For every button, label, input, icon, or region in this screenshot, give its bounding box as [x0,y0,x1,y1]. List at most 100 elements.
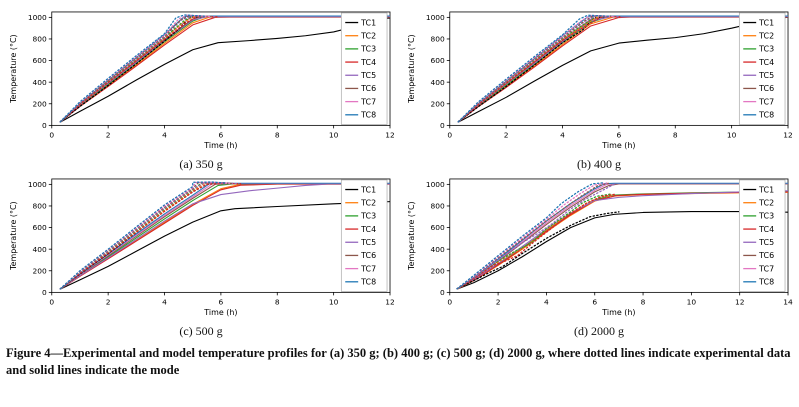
series-experimental-TC7 [457,14,614,123]
svg-text:6: 6 [219,130,224,139]
series-TC8 [457,15,789,123]
subplot-d-caption: (d) 2000 g [574,324,624,339]
series-TC5 [59,16,391,123]
series-TC1 [457,16,789,123]
svg-text:10: 10 [727,130,737,139]
svg-text:0: 0 [447,130,452,139]
series-TC4 [59,16,391,123]
legend-label-TC6: TC6 [758,84,774,93]
svg-text:200: 200 [431,267,445,276]
svg-text:12: 12 [735,298,744,307]
legend-item-TC4: TC4 [743,58,774,67]
svg-text:1000: 1000 [426,180,445,189]
model-series [59,15,391,123]
svg-text:0: 0 [440,121,445,130]
svg-text:2: 2 [106,130,111,139]
svg-text:0: 0 [49,298,54,307]
series-experimental-TC1 [456,211,620,290]
svg-text:8: 8 [673,130,678,139]
legend: TC1 TC2 TC3 TC4 TC5 TC6 TC7 TC8 [340,179,388,292]
series-experimental-TC5 [59,14,216,123]
legend-label-TC4: TC4 [360,58,376,67]
svg-text:2: 2 [106,298,111,307]
legend-item-TC8: TC8 [345,111,376,120]
legend-label-TC3: TC3 [758,45,774,54]
legend-item-TC5: TC5 [743,238,774,247]
legend-label-TC8: TC8 [360,278,376,287]
series-experimental-TC7 [456,182,608,290]
svg-text:600: 600 [431,223,445,232]
legend-label-TC1: TC1 [360,186,376,195]
svg-text:200: 200 [431,99,445,108]
legend-label-TC2: TC2 [758,199,774,208]
legend-item-TC4: TC4 [345,58,376,67]
legend-item-TC3: TC3 [743,45,774,54]
y-axis-label: Temperature (°C) [9,34,18,104]
legend-label-TC7: TC7 [360,265,376,274]
legend-box [340,12,388,125]
legend-label-TC5: TC5 [758,71,774,80]
legend-label-TC5: TC5 [360,238,376,247]
legend-item-TC5: TC5 [743,71,774,80]
series-TC5 [59,183,391,290]
series-TC6 [59,16,391,123]
svg-text:2: 2 [504,130,509,139]
svg-text:0: 0 [49,130,54,139]
series-TC7 [59,183,391,290]
legend-label-TC1: TC1 [758,18,774,27]
svg-text:1000: 1000 [28,13,47,22]
series-TC7 [457,15,789,123]
legend-item-TC8: TC8 [345,278,376,287]
series-TC6 [457,16,789,123]
legend-item-TC3: TC3 [743,212,774,221]
subplot-a-caption: (a) 350 g [179,157,223,172]
svg-text:8: 8 [641,298,646,307]
legend-label-TC8: TC8 [360,111,376,120]
legend-item-TC8: TC8 [743,111,774,120]
series-experimental-TC4 [457,15,623,123]
series-experimental-TC2 [457,15,620,123]
legend-item-TC4: TC4 [743,225,774,234]
svg-text:8: 8 [275,130,280,139]
svg-text:4: 4 [560,130,565,139]
series-TC8 [456,182,789,290]
series-experimental-TC8 [457,14,612,123]
series-TC2 [59,16,391,123]
svg-text:200: 200 [33,267,47,276]
series-TC5 [456,190,789,290]
y-axis: 0 200 400 600 800 1000 Temperature (°C) [9,13,52,130]
legend-item-TC7: TC7 [743,265,774,274]
series-TC2 [59,183,391,290]
subplot-c: 0 200 400 600 800 1000 Temperature (°C) 0 2 4 6 8 10… [2,171,400,338]
subplot-b-caption: (b) 400 g [577,157,621,172]
series-experimental-TC4 [59,182,242,290]
series-experimental-TC7 [59,14,211,123]
series-TC8 [59,182,391,290]
series-experimental-TC2 [59,182,239,290]
svg-text:600: 600 [33,56,47,65]
legend-label-TC6: TC6 [360,84,376,93]
legend-label-TC4: TC4 [758,58,774,67]
legend-label-TC4: TC4 [360,225,376,234]
series-TC4 [457,16,789,123]
experimental-series [59,14,219,123]
legend-item-TC3: TC3 [345,212,376,221]
legend-item-TC2: TC2 [345,199,376,208]
legend-label-TC3: TC3 [360,45,376,54]
experimental-series [59,181,242,290]
svg-text:10: 10 [329,298,339,307]
legend-label-TC5: TC5 [360,71,376,80]
legend-item-TC7: TC7 [345,97,376,106]
svg-text:200: 200 [33,99,47,108]
plot-frame [51,11,391,126]
svg-text:800: 800 [431,35,445,44]
svg-text:800: 800 [33,35,47,44]
svg-text:0: 0 [447,298,452,307]
legend-item-TC1: TC1 [743,18,774,27]
series-TC3 [456,191,789,290]
experimental-series [456,182,620,290]
subplot-c-caption: (c) 500 g [179,324,223,339]
legend-item-TC5: TC5 [345,238,376,247]
svg-text:10: 10 [687,298,697,307]
